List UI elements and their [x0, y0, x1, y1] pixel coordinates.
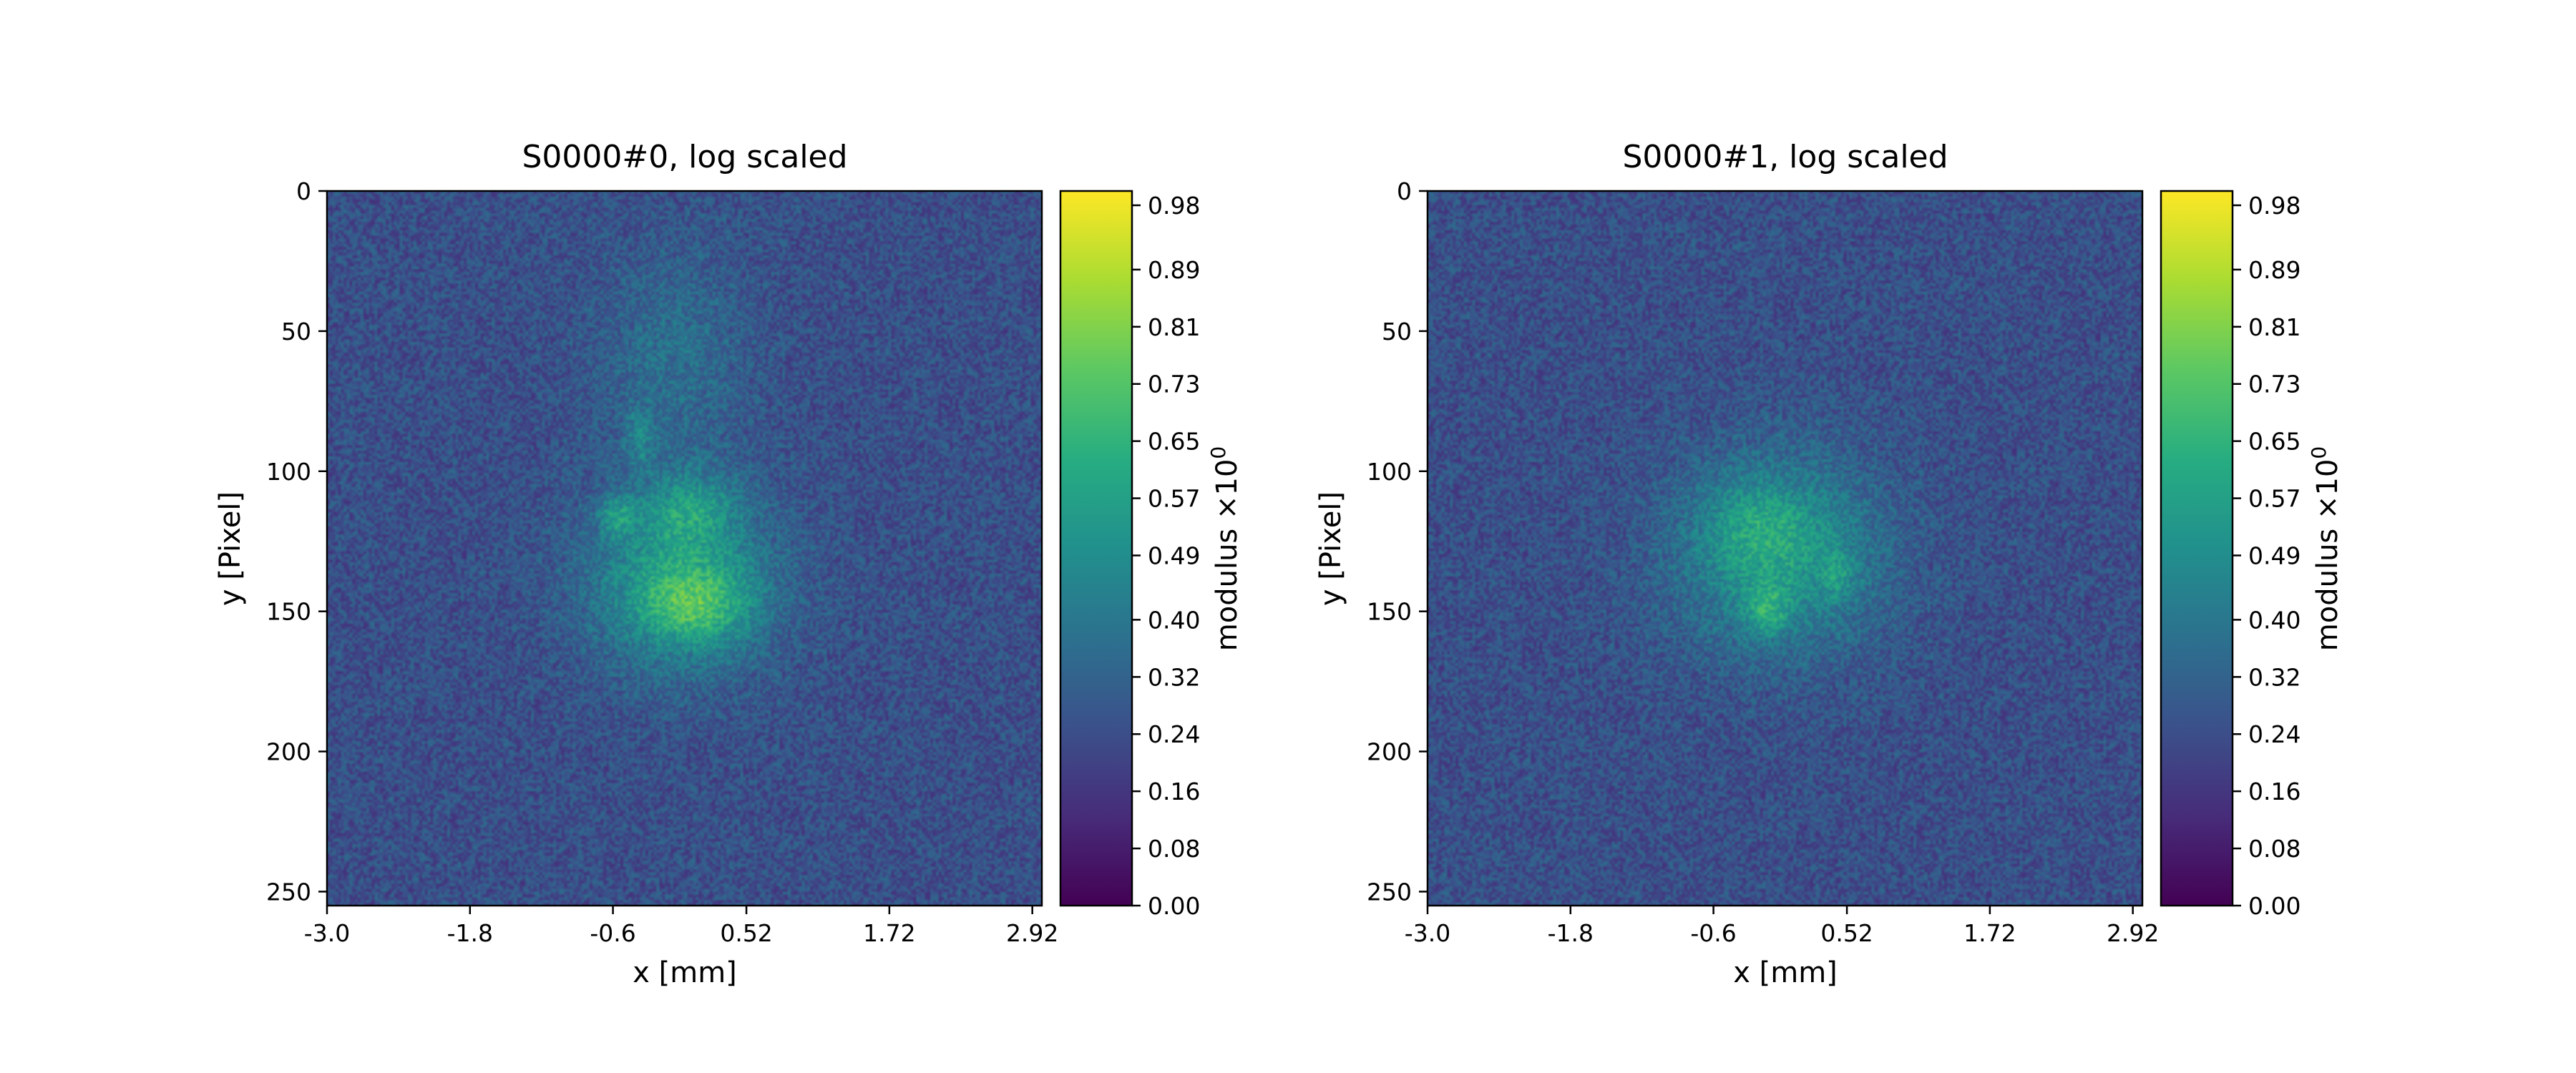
panel-1-xlabel: x [mm]: [1733, 956, 1838, 989]
panel-1-colorbar-tick-label: 0.40: [2248, 606, 2301, 634]
panel-1-ytick-label: 0: [1397, 177, 1412, 205]
panel-1-colorbar-tick-label: 0.32: [2248, 663, 2301, 691]
panel-1-ytick-label: 100: [1367, 458, 1412, 486]
panel-0-xtick-label: -3.0: [304, 919, 350, 947]
panel-1-ytick-label: 200: [1367, 738, 1412, 766]
panel-1-colorbar: [2160, 190, 2234, 907]
panel-1-title: S0000#1, log scaled: [1622, 139, 1948, 175]
panel-0-colorbar-tick-label: 0.16: [1148, 778, 1200, 805]
panel-1-axes-frame: [1426, 190, 2144, 907]
panel-0-xtick-label: 2.92: [1006, 919, 1058, 947]
panel-1-xtick-label: 0.52: [1820, 919, 1873, 947]
panel-1-colorbar-tick-label: 0.49: [2248, 542, 2301, 569]
panel-1-colorbar-tick-label: 0.89: [2248, 256, 2301, 284]
panel-0-ytick-label: 150: [266, 598, 311, 626]
panel-1-colorbar-label: modulus ×100: [2307, 446, 2344, 651]
panel-1-xtick-label: -3.0: [1405, 919, 1450, 947]
panel-1-ytick-label: 50: [1382, 318, 1412, 346]
panel-0-colorbar-tick-label: 0.57: [1148, 485, 1200, 513]
panel-1-colorbar-tick-label: 0.73: [2248, 371, 2301, 398]
panel-0-colorbar-label: modulus ×100: [1206, 446, 1244, 651]
panel-0-colorbar-tick-label: 0.89: [1148, 256, 1200, 284]
panel-1-ytick-label: 150: [1367, 598, 1412, 626]
panel-1-colorbar-tick-label: 0.98: [2248, 192, 2301, 220]
panel-1-ytick-label: 250: [1367, 878, 1412, 906]
panel-0-ytick-label: 200: [266, 738, 311, 766]
panel-0-axes-frame: [326, 190, 1043, 907]
panel-0-colorbar-tick-label: 0.32: [1148, 663, 1200, 691]
panel-0-colorbar-tick-label: 0.73: [1148, 371, 1200, 398]
panel-1-colorbar-tick-label: 0.08: [2248, 835, 2301, 863]
panel-1-colorbar-tick-label: 0.00: [2248, 892, 2301, 920]
panel-0-colorbar-tick-label: 0.98: [1148, 192, 1200, 220]
panel-0-colorbar-tick-label: 0.81: [1148, 313, 1200, 341]
panel-1-xtick-label: -0.6: [1690, 919, 1736, 947]
panel-0-colorbar-tick-label: 0.49: [1148, 542, 1200, 569]
panel-1-colorbar-label-base: modulus ×10: [2311, 459, 2344, 652]
panel-0-xtick-label: 0.52: [720, 919, 772, 947]
panel-1-heatmap: [1428, 191, 2142, 906]
panel-0-colorbar-tick-label: 0.24: [1148, 720, 1200, 748]
panel-0-colorbar-tick-label: 0.65: [1148, 428, 1200, 456]
panel-0-xlabel: x [mm]: [633, 956, 737, 989]
panel-1-xtick-label: 2.92: [2107, 919, 2159, 947]
panel-0-ylabel: y [Pixel]: [214, 491, 247, 606]
panel-1-xtick-label: 1.72: [1963, 919, 2016, 947]
panel-0-ytick-label: 0: [296, 177, 311, 205]
panel-1-colorbar-tick-label: 0.57: [2248, 485, 2301, 513]
panel-0-colorbar-tick-label: 0.40: [1148, 606, 1200, 634]
panel-1-colorbar-tick-label: 0.65: [2248, 428, 2301, 456]
panel-0-xtick-label: -1.8: [447, 919, 493, 947]
panel-1-colorbar-tick-label: 0.81: [2248, 313, 2301, 341]
panel-0-colorbar-label-exp: 0: [1206, 446, 1230, 459]
panel-0-ytick-label: 250: [266, 878, 311, 906]
panel-0-heatmap: [327, 191, 1042, 906]
panel-0-colorbar-tick-label: 0.00: [1148, 892, 1200, 920]
panel-0-colorbar-label-base: modulus ×10: [1211, 459, 1244, 652]
panel-0: S0000#0, log scaled -3.0 -1.8 -0.6 0.52 1.72…: [214, 139, 1244, 989]
panel-1-colorbar-tick-label: 0.24: [2248, 720, 2301, 748]
panel-0-xtick-label: 1.72: [863, 919, 915, 947]
panel-0-colorbar: [1059, 190, 1133, 907]
panel-0-title: S0000#0, log scaled: [522, 139, 847, 175]
panel-1-ylabel: y [Pixel]: [1314, 491, 1347, 606]
panel-1: S0000#1, log scaled -3.0 -1.8 -0.6 0.52 1.72…: [1314, 139, 2344, 989]
panel-1-colorbar-tick-label: 0.16: [2248, 778, 2301, 805]
panel-0-ytick-label: 50: [281, 318, 311, 346]
panel-0-xtick-label: -0.6: [590, 919, 635, 947]
panel-0-colorbar-tick-label: 0.08: [1148, 835, 1200, 863]
panel-0-ytick-label: 100: [266, 458, 311, 486]
panel-1-xtick-label: -1.8: [1548, 919, 1594, 947]
panel-1-colorbar-label-exp: 0: [2307, 446, 2331, 459]
